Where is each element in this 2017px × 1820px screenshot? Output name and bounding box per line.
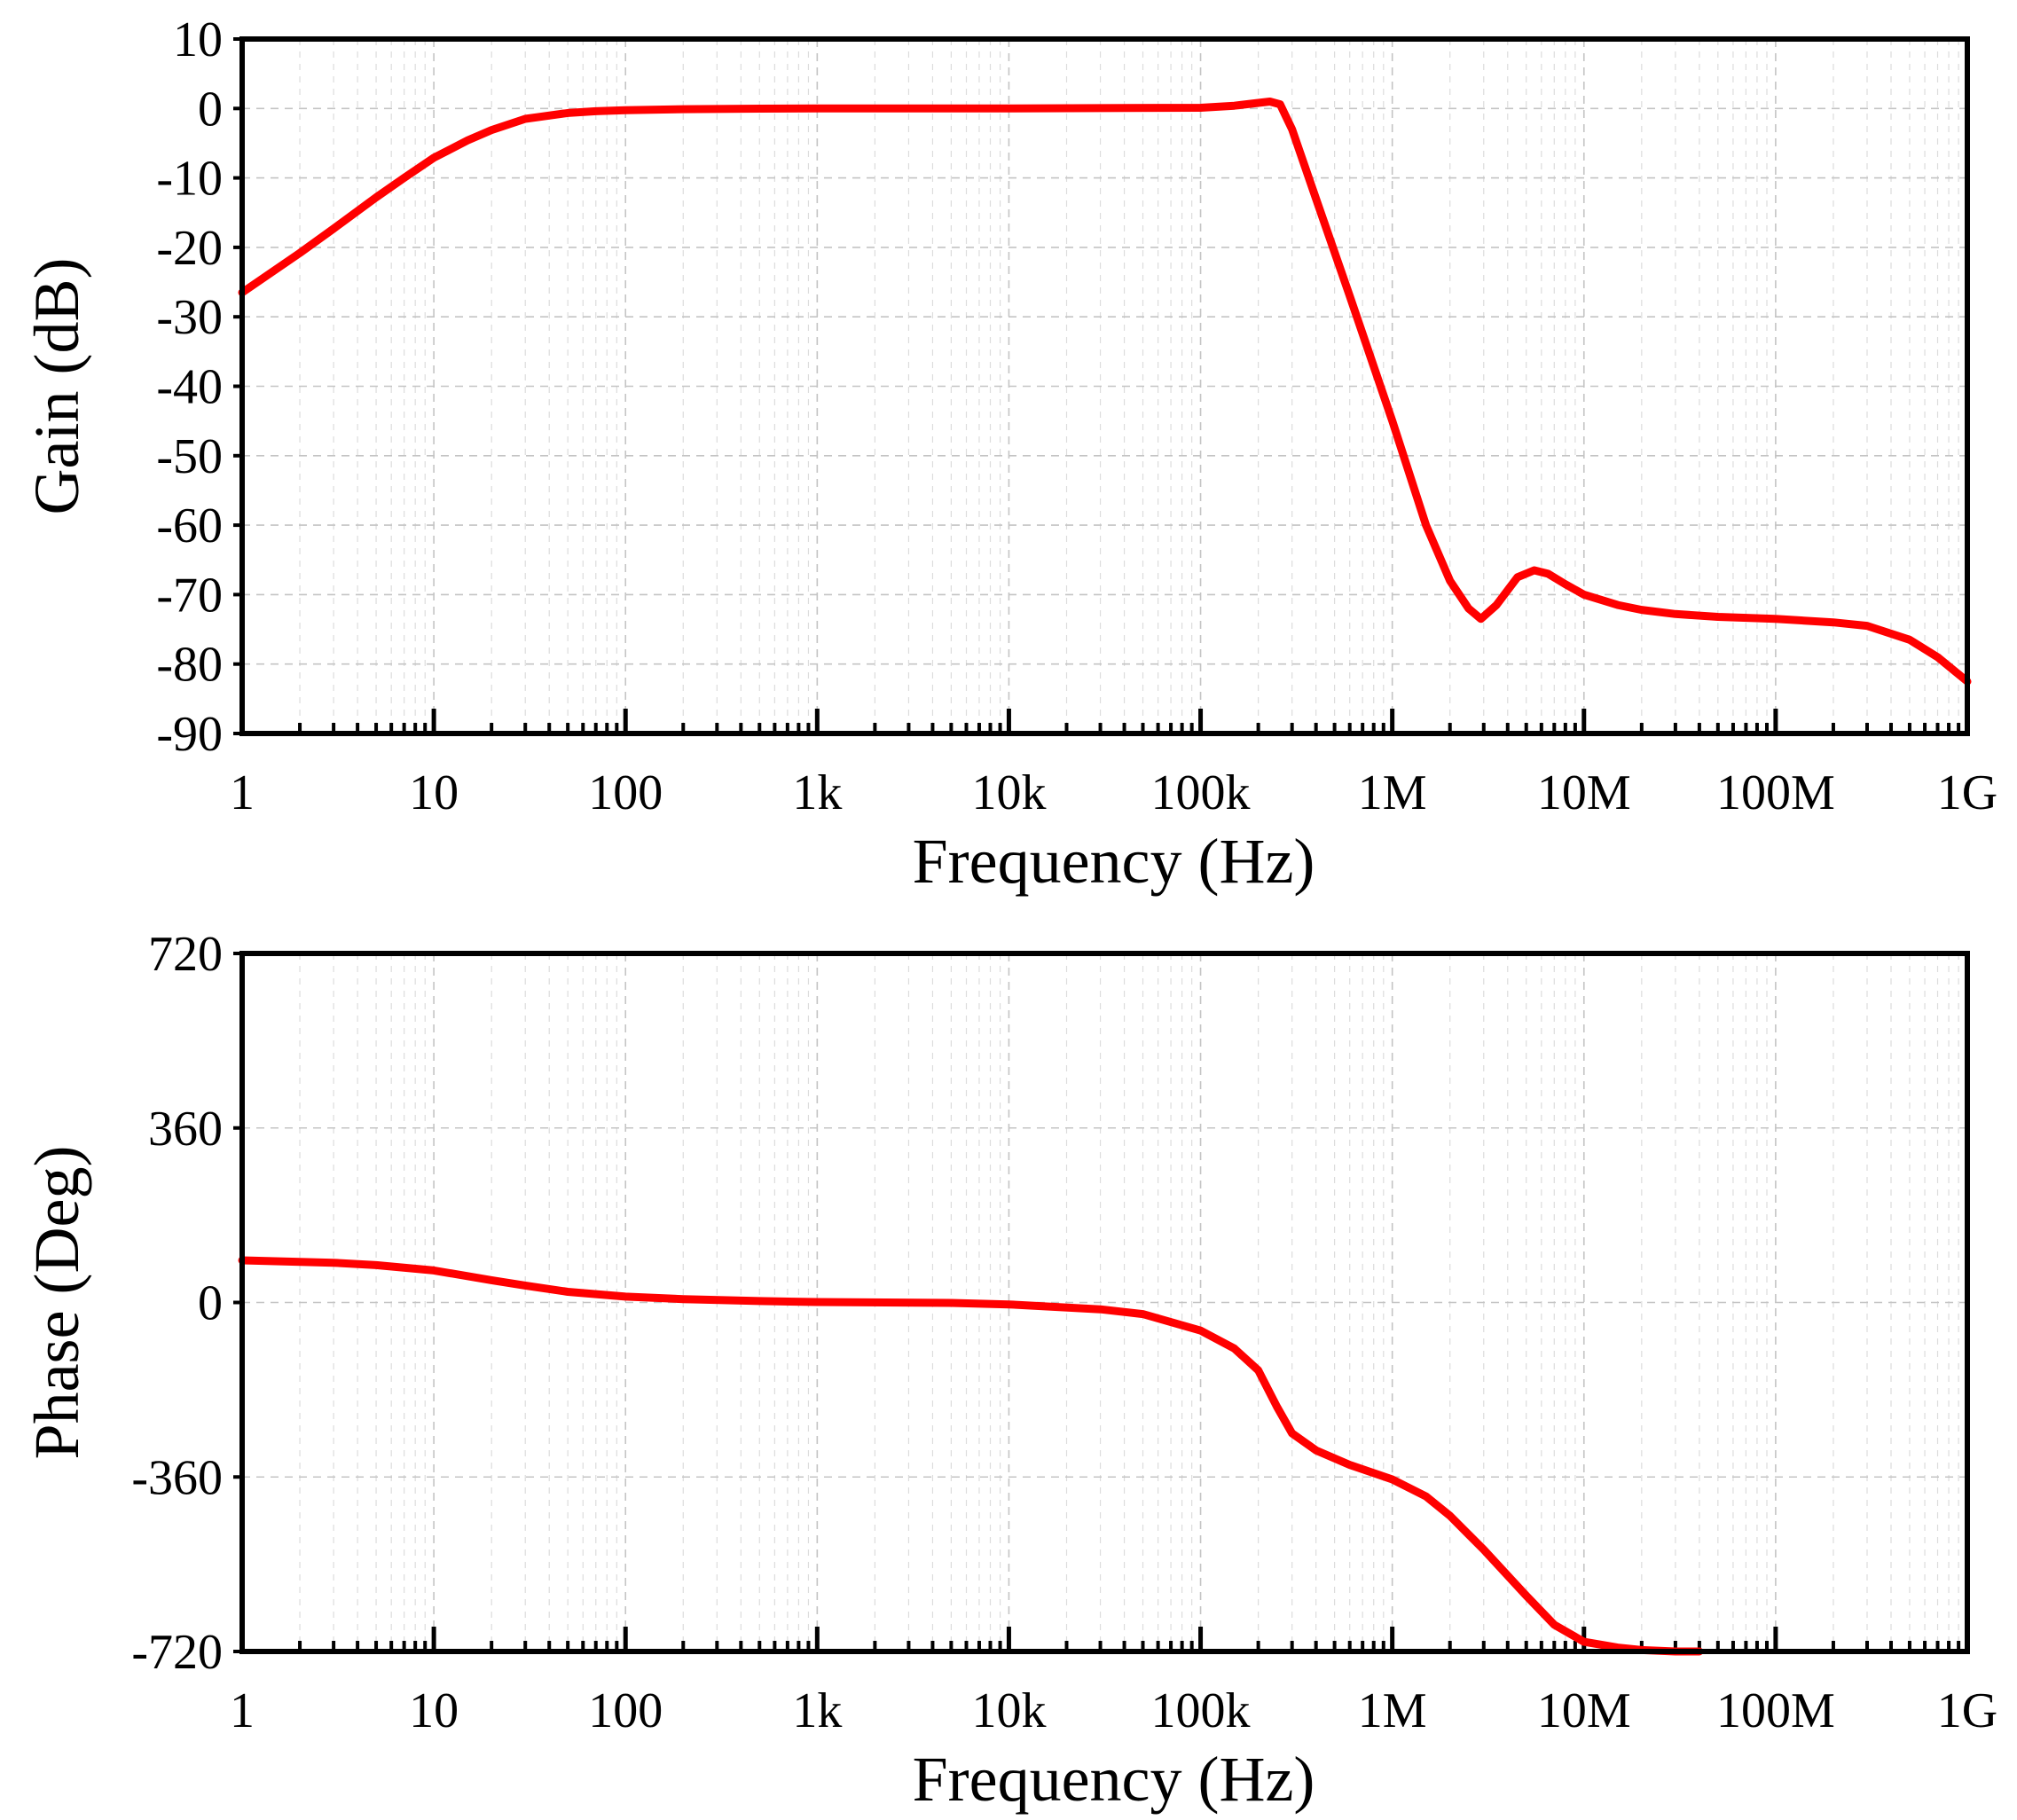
phase-x-tick-label: 10 (409, 1683, 459, 1738)
gain-grid (242, 39, 1967, 733)
phase-x-tick-label: 1k (792, 1683, 842, 1738)
phase-x-axis-title: Frequency (Hz) (913, 1744, 1315, 1815)
phase-series-line (238, 1256, 1704, 1656)
gain-x-tick-label: 100M (1716, 765, 1835, 820)
gain-x-tick-label: 100k (1151, 765, 1251, 820)
gain-y-tick-label: -40 (156, 360, 223, 415)
gain-x-tick-label: 100 (588, 765, 663, 820)
phase-x-tick-label: 10k (971, 1683, 1046, 1738)
gain-x-tick-label: 1 (230, 765, 255, 820)
gain-x-axis-title: Frequency (Hz) (913, 826, 1315, 897)
gain-y-tick-label: 0 (198, 82, 223, 137)
phase-plot-panel: 1 10 100 1k 10k 100k 1M 10M 100M 1G 720 360 0 -360 -72… (21, 927, 1997, 1815)
phase-x-tick-label: 1M (1358, 1683, 1427, 1738)
gain-plot-panel: 1 10 100 1k 10k 100k 1M 10M 100M 1G100-10-20-30-4… (21, 12, 1997, 897)
gain-y-tick-label: -50 (156, 429, 223, 484)
phase-x-tick-label: 1G (1937, 1683, 1997, 1738)
gain-y-tick-label: -60 (156, 498, 223, 553)
gain-series-line (238, 98, 1972, 686)
phase-y-tick-label: -720 (131, 1625, 223, 1680)
gain-y-tick-label: -10 (156, 152, 223, 207)
gain-y-tick-label: -90 (156, 707, 223, 762)
phase-y-tick-label: -360 (131, 1450, 223, 1505)
gain-x-tick-label: 10M (1537, 765, 1631, 820)
phase-y-tick-label: 0 (198, 1276, 223, 1331)
phase-y-tick-label: 360 (148, 1102, 223, 1157)
phase-x-tick-label: 100 (588, 1683, 663, 1738)
phase-y-axis-title: Phase (Deg) (21, 1146, 92, 1460)
gain-axes-frame (239, 36, 1970, 736)
gain-y-axis-title: Gain (dB) (21, 258, 92, 515)
phase-x-tick-label: 100M (1716, 1683, 1835, 1738)
phase-x-tick-label: 10M (1537, 1683, 1631, 1738)
gain-y-tick-label: -30 (156, 290, 223, 345)
gain-x-tick-label: 1M (1358, 765, 1427, 820)
gain-y-tick-label: -80 (156, 638, 223, 693)
gain-x-tick-label: 10 (409, 765, 459, 820)
gain-x-tick-label: 1G (1937, 765, 1997, 820)
phase-x-tick-label: 100k (1151, 1683, 1251, 1738)
phase-y-tick-label: 720 (148, 927, 223, 982)
gain-y-tick-label: -70 (156, 568, 223, 623)
gain-x-tick-label: 1k (792, 765, 842, 820)
phase-axes-frame (239, 951, 1970, 1654)
gain-y-tick-label: 10 (173, 12, 223, 67)
phase-x-tick-label: 1 (230, 1683, 255, 1738)
gain-y-tick-label: -20 (156, 221, 223, 276)
gain-x-tick-label: 10k (971, 765, 1046, 820)
